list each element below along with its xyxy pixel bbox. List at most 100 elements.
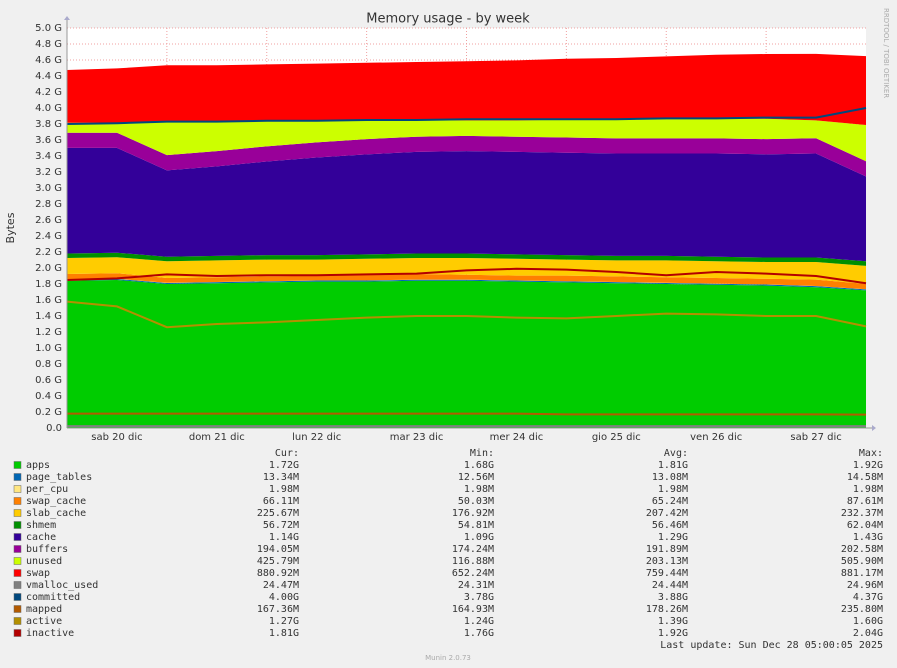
legend-label: mapped bbox=[26, 604, 62, 615]
legend-stat: 1.81G bbox=[658, 460, 688, 471]
line bbox=[67, 412, 867, 416]
y-tick-label: 3.8 G bbox=[35, 119, 62, 130]
areas bbox=[67, 53, 866, 428]
legend-stat: 880.92M bbox=[257, 568, 299, 579]
legend-stat: 1.27G bbox=[269, 616, 299, 627]
area bbox=[67, 278, 866, 291]
legend-stat: 164.93M bbox=[452, 604, 494, 615]
legend-stat: 232.37M bbox=[841, 508, 883, 519]
legend-stat: 1.72G bbox=[269, 460, 299, 471]
legend-stat: 174.24M bbox=[452, 544, 494, 555]
legend-label: slab_cache bbox=[26, 508, 86, 519]
legend-swatch bbox=[13, 605, 22, 613]
y-tick-label: 1.0 G bbox=[35, 343, 62, 354]
y-tick-label: 0.2 G bbox=[35, 407, 62, 418]
legend-stat: 178.26M bbox=[646, 604, 688, 615]
legend-swatch bbox=[13, 509, 22, 517]
x-tick-label: mer 24 dic bbox=[490, 432, 544, 443]
line bbox=[66, 107, 867, 125]
legend-stat: 1.98M bbox=[269, 484, 299, 495]
legend-stat: 24.44M bbox=[652, 580, 688, 591]
legend-stat: 24.31M bbox=[458, 580, 494, 591]
area bbox=[67, 147, 866, 262]
legend-stat: 505.90M bbox=[841, 556, 883, 567]
y-tick-label: 2.0 G bbox=[35, 263, 62, 274]
legend-swatch bbox=[13, 473, 22, 481]
legend-label: cache bbox=[26, 532, 56, 543]
legend-stat: 13.34M bbox=[263, 472, 299, 483]
last-update: Last update: Sun Dec 28 05:00:05 2025 bbox=[660, 640, 883, 651]
x-tick-label: sab 27 dic bbox=[790, 432, 841, 443]
lines bbox=[66, 107, 867, 428]
legend-stat: 65.24M bbox=[652, 496, 688, 507]
y-tick-label: 4.4 G bbox=[35, 71, 62, 82]
legend-stat: 1.68G bbox=[464, 460, 494, 471]
legend-stat: 759.44M bbox=[646, 568, 688, 579]
x-tick-label: mar 23 dic bbox=[390, 432, 444, 443]
y-tick-label: 4.2 G bbox=[35, 87, 62, 98]
footer: Munin 2.0.73 bbox=[425, 654, 471, 662]
legend-stat: 50.03M bbox=[458, 496, 494, 507]
y-axis-label: Bytes bbox=[4, 212, 17, 243]
y-tick-label: 3.4 G bbox=[35, 151, 62, 162]
legend-stat: 56.46M bbox=[652, 520, 688, 531]
y-tick-label: 1.4 G bbox=[35, 311, 62, 322]
legend-stat: 1.60G bbox=[853, 616, 883, 627]
legend-stat: 167.36M bbox=[257, 604, 299, 615]
legend-stat: 191.89M bbox=[646, 544, 688, 555]
legend-stat: 56.72M bbox=[263, 520, 299, 531]
legend-stat: 1.29G bbox=[658, 532, 688, 543]
y-tick-label: 0.6 G bbox=[35, 375, 62, 386]
legend-stat: 1.76G bbox=[464, 628, 494, 639]
legend-stat: 202.58M bbox=[841, 544, 883, 555]
y-tick-label: 3.2 G bbox=[35, 167, 62, 178]
legend-swatch bbox=[13, 521, 22, 529]
legend-swatch bbox=[13, 497, 22, 505]
stat-header: Avg: bbox=[664, 448, 688, 459]
y-tick-label: 0.4 G bbox=[35, 391, 62, 402]
legend-label: shmem bbox=[26, 520, 56, 531]
area bbox=[67, 132, 866, 177]
legend-swatch bbox=[13, 545, 22, 553]
y-tick-label: 0.8 G bbox=[35, 359, 62, 370]
legend-stat: 194.05M bbox=[257, 544, 299, 555]
area bbox=[67, 252, 866, 266]
legend-label: vmalloc_used bbox=[26, 580, 98, 591]
legend-stat: 87.61M bbox=[847, 496, 883, 507]
legend-stat: 24.47M bbox=[263, 580, 299, 591]
legend-stat: 1.09G bbox=[464, 532, 494, 543]
legend-label: committed bbox=[26, 592, 80, 603]
legend-stat: 207.42M bbox=[646, 508, 688, 519]
area bbox=[67, 53, 866, 125]
legend-stat: 12.56M bbox=[458, 472, 494, 483]
y-tick-label: 5.0 G bbox=[35, 23, 62, 34]
legend-stat: 203.13M bbox=[646, 556, 688, 567]
legend: Cur: Min: Avg: Max: apps 1.72G 1.68G 1.81G 1.92G… bbox=[13, 448, 883, 639]
y-arrow bbox=[64, 16, 70, 20]
axes: 0.0 0.2 G 0.4 G 0.6 G 0.8 G 1.0 G 1.2 G 1.4 G 1.… bbox=[35, 16, 876, 443]
legend-label: unused bbox=[26, 556, 62, 567]
y-tick-label: 4.8 G bbox=[35, 39, 62, 50]
stat-header: Min: bbox=[470, 448, 494, 459]
legend-swatch bbox=[13, 461, 22, 469]
legend-stat: 1.92G bbox=[853, 460, 883, 471]
legend-stat: 4.37G bbox=[853, 592, 883, 603]
legend-swatch bbox=[13, 485, 22, 493]
y-tick-label: 4.0 G bbox=[35, 103, 62, 114]
legend-stat: 14.58M bbox=[847, 472, 883, 483]
y-tick-label: 2.6 G bbox=[35, 215, 62, 226]
x-tick-label: sab 20 dic bbox=[91, 432, 142, 443]
stat-header: Cur: bbox=[275, 448, 299, 459]
legend-stat: 62.04M bbox=[847, 520, 883, 531]
legend-label: apps bbox=[26, 460, 50, 471]
watermark: RRDTOOL / TOBI OETIKER bbox=[882, 8, 890, 98]
legend-swatch bbox=[13, 593, 22, 601]
legend-swatch bbox=[13, 617, 22, 625]
legend-stat: 1.24G bbox=[464, 616, 494, 627]
legend-stat: 2.04G bbox=[853, 628, 883, 639]
legend-swatch bbox=[13, 629, 22, 637]
legend-stat: 3.88G bbox=[658, 592, 688, 603]
area bbox=[67, 280, 866, 428]
